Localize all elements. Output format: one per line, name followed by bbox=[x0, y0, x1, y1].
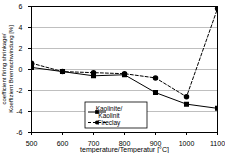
svg-text:2: 2 bbox=[19, 45, 23, 52]
svg-text:1100: 1100 bbox=[210, 140, 225, 147]
svg-text:700: 700 bbox=[87, 140, 100, 148]
svg-text:4: 4 bbox=[19, 24, 23, 31]
svg-text:-6: -6 bbox=[16, 129, 22, 136]
svg-text:coefficient firing shrinkage/K: coefficient firing shrinkage/Koeffizient… bbox=[1, 25, 14, 113]
svg-text:600: 600 bbox=[57, 140, 69, 147]
svg-text:900: 900 bbox=[149, 140, 162, 148]
svg-text:800: 800 bbox=[118, 140, 131, 148]
svg-text:temperature/Temperatur [°C]: temperature/Temperatur [°C] bbox=[80, 146, 169, 153]
svg-text:500: 500 bbox=[26, 140, 38, 147]
svg-text:1000: 1000 bbox=[179, 140, 195, 147]
svg-text:Fireclay: Fireclay bbox=[98, 119, 122, 127]
svg-text:-4: -4 bbox=[16, 108, 22, 115]
svg-text:Kaolinite/Kaolinit: Kaolinite/Kaolinit bbox=[96, 105, 123, 119]
svg-text:6: 6 bbox=[19, 3, 23, 10]
svg-text:0: 0 bbox=[19, 66, 23, 73]
svg-text:-2: -2 bbox=[16, 87, 22, 94]
